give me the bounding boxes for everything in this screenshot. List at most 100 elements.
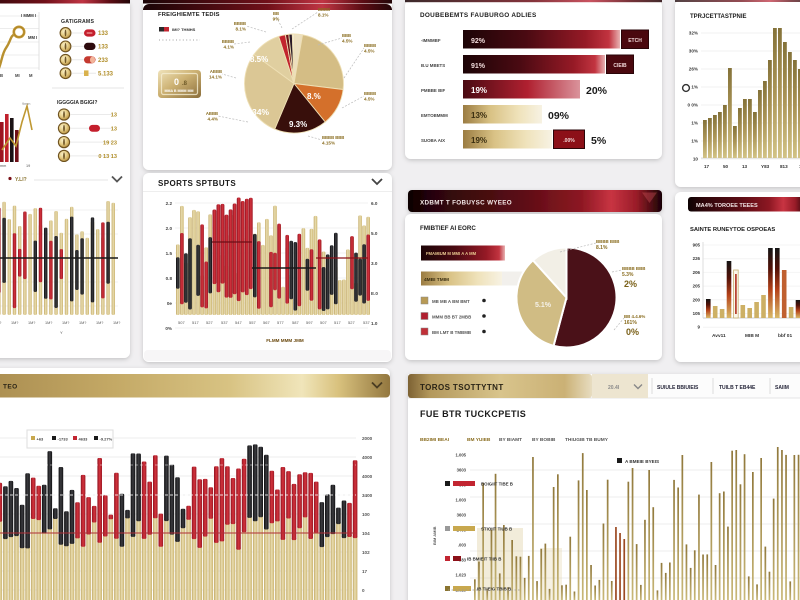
svg-text:26%: 26% (689, 67, 698, 72)
svg-text:BBBB BBB: BBBB BBB (596, 239, 619, 244)
svg-text:FREIGHIEMTE TEDIS: FREIGHIEMTE TEDIS (158, 12, 220, 18)
svg-text:92%: 92% (471, 38, 486, 45)
svg-text:09%: 09% (548, 110, 570, 122)
svg-text:GATIGRAMS: GATIGRAMS (61, 19, 94, 25)
svg-text:1M?: 1M? (62, 321, 69, 325)
svg-text:2%: 2% (624, 279, 637, 289)
svg-text:4633: 4633 (79, 437, 89, 442)
svg-text:BB2IMI BEAI: BB2IMI BEAI (420, 437, 450, 443)
svg-text:BBBB: BBBB (234, 21, 246, 26)
svg-text:B: B (0, 73, 3, 78)
svg-text:13: 13 (111, 113, 117, 119)
svg-text:905: 905 (693, 243, 701, 248)
svg-text:MM I: MM I (28, 35, 37, 40)
svg-text:17: 17 (704, 164, 710, 169)
svg-text:4.5%: 4.5% (342, 38, 352, 43)
svg-text:BB 4.4.6%: BB 4.4.6% (624, 314, 645, 319)
svg-text:4.83: 4.83 (458, 558, 467, 563)
svg-text:TPRJCETTASTPNIE: TPRJCETTASTPNIE (690, 14, 747, 20)
svg-text:517: 517 (334, 320, 341, 325)
svg-text:MB MB A BM BMT: MB MB A BM BMT (432, 299, 470, 304)
svg-text:SAIIM: SAIIM (775, 385, 789, 391)
svg-text:20%: 20% (586, 85, 608, 97)
svg-text:1M?: 1M? (113, 321, 120, 325)
svg-text:34%: 34% (252, 107, 269, 117)
svg-text:Y.LI?: Y.LI? (15, 177, 27, 183)
svg-text:BOIGIIT TIBE B: BOIGIIT TIBE B (481, 482, 513, 487)
svg-text:B.U MBETS: B.U MBETS (421, 63, 445, 68)
svg-text:.00%: .00% (563, 138, 575, 144)
svg-text:9mm: 9mm (22, 102, 30, 106)
svg-text:0.8: 0.8 (166, 276, 173, 281)
svg-text:105: 105 (693, 311, 701, 316)
svg-text:BBBB: BBBB (364, 91, 376, 96)
svg-text:13: 13 (742, 164, 748, 169)
svg-text:0: 0 (174, 77, 179, 87)
svg-text:BM YUIEB: BM YUIEB (467, 437, 491, 443)
svg-text:537: 537 (221, 320, 228, 325)
svg-text:BBBB BBB: BBBB BBB (622, 266, 645, 271)
svg-text:bbf 01: bbf 01 (778, 333, 792, 339)
svg-text:233: 233 (98, 58, 109, 64)
svg-text:3603: 3603 (457, 468, 467, 473)
svg-text:567: 567 (263, 320, 270, 325)
svg-text:5%: 5% (591, 135, 607, 147)
svg-text:FUE BTR TUCKCPETIS: FUE BTR TUCKCPETIS (420, 409, 526, 419)
svg-text:206: 206 (693, 270, 701, 275)
svg-text:I MMM I: I MMM I (21, 13, 36, 18)
svg-text:BBBB: BBBB (364, 43, 376, 48)
svg-text:9: 9 (698, 325, 701, 330)
svg-text:BY BIAMT: BY BIAMT (499, 437, 522, 443)
svg-text:4.4%: 4.4% (208, 116, 218, 121)
svg-text:200: 200 (693, 297, 701, 302)
svg-text:537: 537 (363, 320, 370, 325)
svg-text:4000: 4000 (362, 474, 373, 479)
svg-text:3.0: 3.0 (371, 261, 378, 266)
svg-text:4.1%: 4.1% (224, 44, 234, 49)
svg-text:527: 527 (348, 320, 355, 325)
svg-text:133: 133 (98, 31, 109, 37)
svg-text:-1733: -1733 (58, 437, 69, 442)
svg-text:9.3%: 9.3% (289, 120, 307, 129)
svg-text:20.4I: 20.4I (608, 385, 620, 391)
svg-text:100: 100 (362, 512, 370, 517)
svg-text:17: 17 (362, 569, 368, 574)
svg-text:MIB M: MIB M (745, 333, 759, 339)
svg-text:FMIBTIEF AI EORC: FMIBTIEF AI EORC (420, 225, 476, 232)
svg-text:3603: 3603 (457, 513, 467, 518)
svg-text:1.005: 1.005 (456, 453, 467, 458)
svg-text:-IMMMBF: -IMMMBF (421, 38, 441, 43)
svg-text:13%: 13% (471, 111, 487, 120)
svg-text:133: 133 (98, 45, 109, 51)
svg-text:813: 813 (780, 164, 788, 169)
svg-text:IGGGGIA BGIGI?: IGGGGIA BGIGI? (57, 100, 97, 106)
svg-text:BM LMT B TMBMB: BM LMT B TMBMB (432, 330, 471, 335)
svg-text:+63: +63 (37, 437, 45, 442)
svg-text:8.%: 8.% (307, 92, 321, 101)
svg-text:14.1%: 14.1% (209, 74, 222, 79)
svg-text:SAINTE RUNEYTOE OSPOEAS: SAINTE RUNEYTOE OSPOEAS (690, 227, 775, 233)
svg-text:TUILB T EB44E: TUILB T EB44E (719, 385, 756, 391)
svg-text:5.3%: 5.3% (622, 272, 634, 278)
svg-text:0e: 0e (167, 301, 173, 306)
svg-text:102: 102 (362, 550, 370, 555)
svg-text:BB: BB (273, 11, 279, 16)
svg-text:BBBB: BBBB (222, 39, 234, 44)
svg-text:13: 13 (111, 127, 117, 133)
svg-text:1M?: 1M? (11, 321, 18, 325)
svg-text:205: 205 (693, 284, 701, 289)
svg-text:10: 10 (693, 157, 699, 162)
svg-text:MMM BB BT 2MBB: MMM BB BT 2MBB (432, 315, 471, 320)
svg-text:1.0: 1.0 (371, 321, 378, 326)
svg-text:ETCH: ETCH (628, 38, 642, 44)
svg-text:E.0: E.0 (371, 291, 378, 296)
svg-text:0 0%: 0 0% (688, 103, 698, 108)
svg-text:1%: 1% (691, 121, 698, 126)
svg-text:5.1%: 5.1% (535, 302, 552, 309)
svg-text:1M?: 1M? (0, 321, 1, 325)
svg-text:MMA B MMM MM: MMA B MMM MM (164, 89, 193, 93)
svg-text:BY BOBIB: BY BOBIB (532, 437, 556, 443)
svg-text:9%: 9% (273, 16, 280, 21)
svg-text:226: 226 (693, 256, 701, 261)
svg-text:A BMEIE BYEIS: A BMEIE BYEIS (625, 459, 659, 464)
